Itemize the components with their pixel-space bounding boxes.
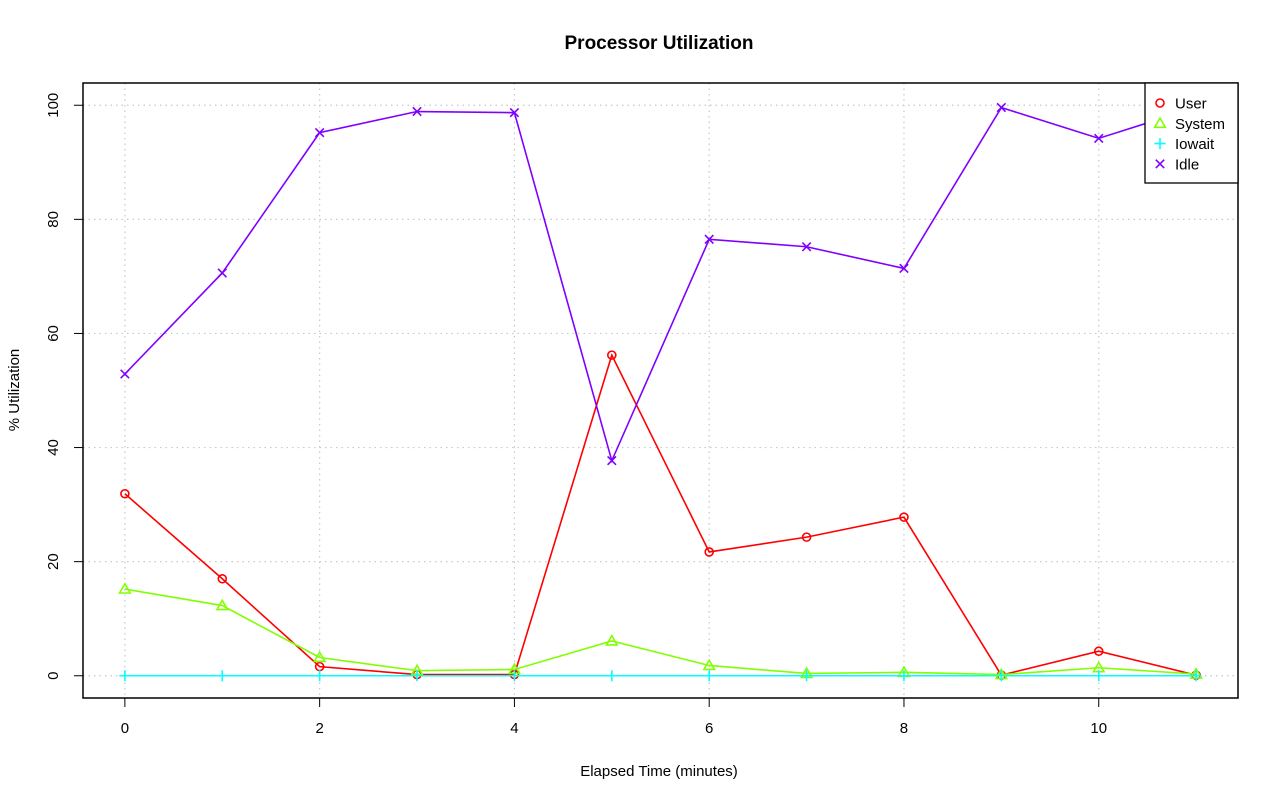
data-point-system <box>702 658 716 671</box>
y-tick-label: 20 <box>45 553 62 570</box>
data-point-user <box>607 350 617 360</box>
data-point-system <box>215 598 229 611</box>
x-axis-label: Elapsed Time (minutes) <box>580 763 738 780</box>
legend-label-system: System <box>1175 116 1225 133</box>
data-point-idle <box>899 263 909 274</box>
data-point-iowait <box>216 670 228 682</box>
legend: User System Iowait Idle <box>1144 82 1239 184</box>
data-point-user <box>1093 646 1104 657</box>
data-point-iowait <box>703 670 715 682</box>
data-point-system <box>312 650 327 663</box>
plot-area-frame <box>82 82 1239 699</box>
data-point-iowait <box>119 670 131 682</box>
data-point-iowait <box>606 670 618 682</box>
series-line-user <box>124 352 1197 677</box>
data-point-iowait <box>1093 670 1105 682</box>
data-point-user <box>899 512 909 522</box>
data-point-iowait <box>801 670 813 682</box>
x-tick-label: 10 <box>1090 720 1107 737</box>
data-point-user <box>801 532 812 542</box>
series-idle <box>120 102 1201 466</box>
data-point-iowait <box>898 670 910 682</box>
series-user <box>120 350 1201 680</box>
data-point-idle <box>509 107 520 118</box>
data-point-idle <box>801 241 812 252</box>
legend-marker-system <box>1153 116 1167 129</box>
data-point-idle <box>1093 133 1104 144</box>
data-point-idle <box>217 268 228 278</box>
legend-marker-user <box>1155 98 1165 108</box>
chart-title: Processor Utilization <box>565 33 754 54</box>
data-point-iowait <box>411 670 423 682</box>
grid <box>83 83 1238 698</box>
data-point-idle <box>704 234 714 245</box>
legend-label-idle: Idle <box>1175 156 1199 173</box>
x-tick-label: 4 <box>510 720 518 737</box>
data-point-idle <box>996 102 1007 113</box>
data-point-idle <box>607 455 617 466</box>
data-point-system <box>605 634 619 646</box>
data-point-iowait <box>508 670 520 682</box>
legend-label-user: User <box>1175 96 1207 113</box>
series-line-idle <box>124 106 1197 464</box>
data-point-user <box>120 488 130 499</box>
y-tick-label: 0 <box>45 672 62 680</box>
x-tick-label: 8 <box>900 720 908 737</box>
data-point-iowait <box>314 670 326 682</box>
y-tick-label: 100 <box>45 93 62 118</box>
data-point-idle <box>314 127 325 138</box>
series-iowait <box>119 670 1202 682</box>
x-tick-label: 0 <box>121 720 129 737</box>
y-tick-label: 60 <box>45 325 62 342</box>
y-tick-label: 80 <box>45 211 62 228</box>
x-tick-label: 2 <box>315 720 323 737</box>
data-point-user <box>704 547 714 557</box>
data-point-user <box>217 573 228 584</box>
x-tick-label: 6 <box>705 720 713 737</box>
data-point-system <box>118 582 132 594</box>
legend-label-iowait: Iowait <box>1175 136 1215 153</box>
series-system <box>118 582 1203 680</box>
y-tick-label: 40 <box>45 439 62 456</box>
data-point-iowait <box>1190 670 1202 682</box>
data-series <box>118 102 1203 682</box>
data-point-iowait <box>995 670 1007 682</box>
legend-marker-iowait <box>1154 138 1166 150</box>
legend-marker-idle <box>1155 159 1165 169</box>
series-line-system <box>124 588 1197 676</box>
data-point-idle <box>120 369 130 379</box>
y-axis-label: % Utilization <box>6 349 23 432</box>
data-point-idle <box>412 106 422 117</box>
